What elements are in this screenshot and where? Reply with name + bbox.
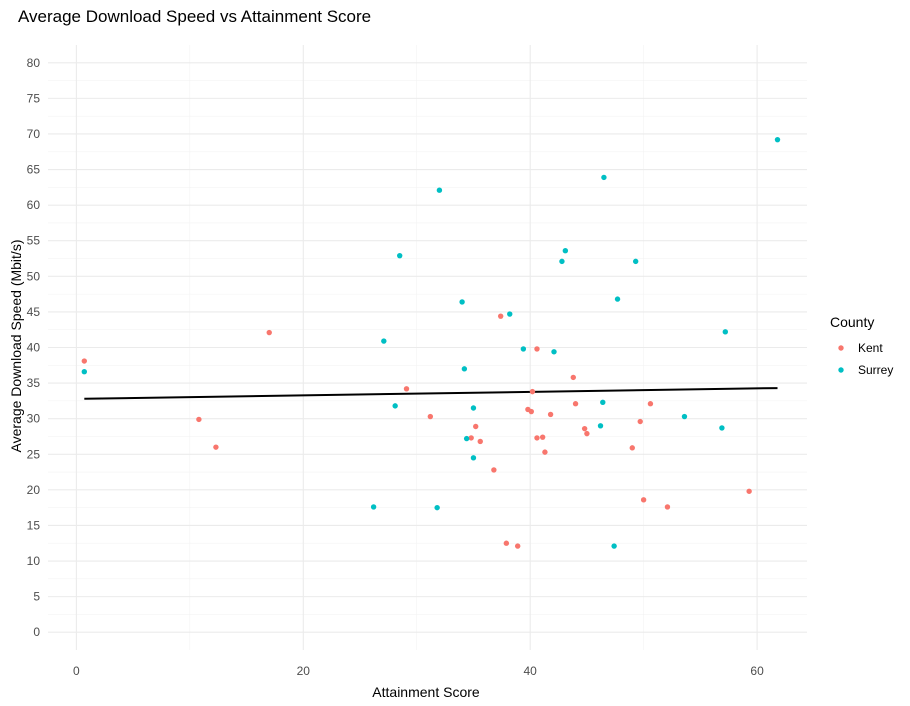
y-tick-label: 80 <box>27 56 41 70</box>
point-kent <box>266 329 272 336</box>
x-axis-ticks: 0 20 40 60 <box>73 664 764 678</box>
y-tick-label: 0 <box>33 625 40 639</box>
point-kent <box>542 449 548 455</box>
point-kent <box>746 488 752 494</box>
point-kent <box>629 445 635 451</box>
legend-label-surrey: Surrey <box>858 363 893 377</box>
point-kent <box>637 418 643 425</box>
point-surrey <box>370 504 377 510</box>
y-axis-ticks: 0 5 10 15 20 25 30 35 40 45 50 55 60 65 70 75 80 <box>27 56 41 639</box>
point-kent <box>534 346 540 352</box>
point-surrey <box>601 174 607 181</box>
x-axis-title: Attainment Score <box>372 684 480 700</box>
point-kent <box>572 401 579 407</box>
chart-title: Average Download Speed vs Attainment Sco… <box>18 7 371 26</box>
y-tick-label: 70 <box>27 127 41 141</box>
point-kent <box>664 504 671 510</box>
point-surrey <box>551 349 557 355</box>
x-tick-label: 0 <box>73 664 80 678</box>
point-surrey <box>463 435 470 442</box>
point-kent <box>468 435 474 441</box>
point-kent <box>497 313 504 319</box>
point-surrey <box>559 258 565 265</box>
legend-items: Kent Surrey <box>838 341 893 377</box>
point-kent <box>570 374 576 381</box>
y-tick-label: 5 <box>33 590 40 604</box>
point-kent <box>514 543 521 549</box>
point-kent <box>539 434 546 440</box>
point-kent <box>196 416 202 423</box>
point-surrey <box>381 338 387 344</box>
y-tick-label: 20 <box>27 483 41 497</box>
point-surrey <box>774 136 781 143</box>
y-tick-label: 60 <box>27 198 41 212</box>
point-surrey <box>722 329 729 335</box>
grid <box>48 45 807 650</box>
y-tick-label: 30 <box>27 412 41 426</box>
legend-title: County <box>830 314 874 330</box>
data-points <box>81 136 781 549</box>
y-tick-label: 40 <box>27 341 41 355</box>
point-surrey <box>470 405 477 411</box>
point-surrey <box>434 504 440 511</box>
y-tick-label: 75 <box>27 91 41 105</box>
x-tick-label: 20 <box>297 664 311 678</box>
point-kent <box>640 497 647 503</box>
point-surrey <box>614 296 621 302</box>
point-surrey <box>562 248 569 254</box>
trend-line-group <box>84 387 778 400</box>
point-surrey <box>597 423 604 429</box>
point-kent <box>477 438 483 445</box>
point-surrey <box>507 311 513 317</box>
point-surrey <box>392 403 398 409</box>
point-kent <box>473 423 479 430</box>
legend: County Kent Surrey <box>830 314 893 377</box>
point-surrey <box>520 346 527 352</box>
point-surrey <box>600 399 606 406</box>
legend-label-kent: Kent <box>858 341 883 355</box>
point-surrey <box>719 425 725 431</box>
point-kent <box>491 467 497 473</box>
legend-key-kent <box>838 345 844 351</box>
y-tick-label: 10 <box>27 554 41 568</box>
y-tick-label: 25 <box>27 447 41 461</box>
point-surrey <box>81 369 88 375</box>
point-surrey <box>632 258 639 265</box>
y-tick-label: 55 <box>27 234 41 248</box>
point-kent <box>403 386 410 392</box>
legend-key-surrey <box>838 367 844 373</box>
point-surrey <box>397 252 403 259</box>
y-tick-label: 15 <box>27 518 41 532</box>
trend-line <box>84 387 778 400</box>
point-kent <box>213 444 219 450</box>
point-kent <box>81 358 88 364</box>
point-kent <box>529 388 536 395</box>
point-kent <box>584 430 590 437</box>
y-tick-label: 45 <box>27 305 41 319</box>
point-surrey <box>611 543 617 549</box>
x-tick-label: 60 <box>750 664 764 678</box>
point-kent <box>647 401 654 407</box>
point-kent <box>528 408 535 415</box>
point-surrey <box>470 455 477 461</box>
point-surrey <box>459 299 465 305</box>
y-tick-label: 65 <box>27 163 41 177</box>
point-kent <box>427 413 434 420</box>
y-tick-label: 50 <box>27 269 41 283</box>
point-kent <box>503 540 510 546</box>
y-tick-label: 35 <box>27 376 41 390</box>
y-axis-title: Average Download Speed (Mbit/s) <box>8 240 24 453</box>
point-kent <box>581 425 588 432</box>
point-kent <box>534 435 540 441</box>
point-surrey <box>681 413 688 420</box>
point-surrey <box>461 366 468 372</box>
point-kent <box>547 411 554 418</box>
point-surrey <box>436 187 443 193</box>
x-tick-label: 40 <box>523 664 537 678</box>
